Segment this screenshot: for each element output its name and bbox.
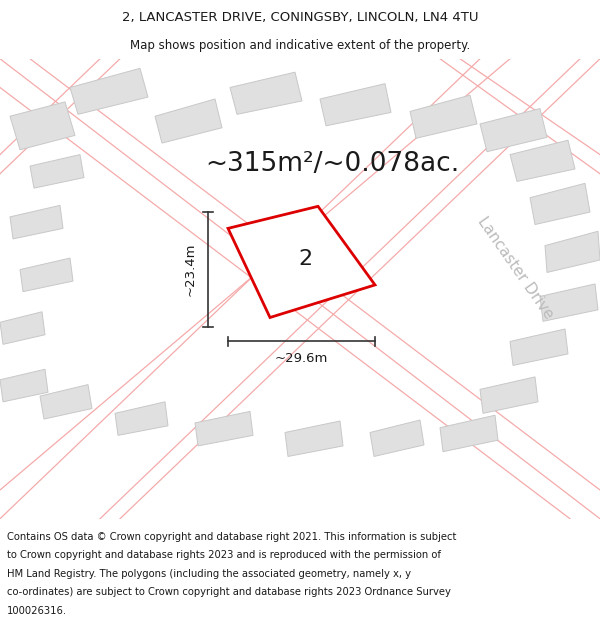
Text: Map shows position and indicative extent of the property.: Map shows position and indicative extent…: [130, 39, 470, 52]
Polygon shape: [0, 369, 48, 402]
Polygon shape: [30, 154, 84, 188]
Polygon shape: [540, 284, 598, 321]
Polygon shape: [285, 421, 343, 456]
Text: HM Land Registry. The polygons (including the associated geometry, namely x, y: HM Land Registry. The polygons (includin…: [7, 569, 411, 579]
Text: to Crown copyright and database rights 2023 and is reproduced with the permissio: to Crown copyright and database rights 2…: [7, 550, 441, 560]
Text: 2, LANCASTER DRIVE, CONINGSBY, LINCOLN, LN4 4TU: 2, LANCASTER DRIVE, CONINGSBY, LINCOLN, …: [122, 11, 478, 24]
Polygon shape: [480, 109, 547, 152]
Text: ~315m²/~0.078ac.: ~315m²/~0.078ac.: [205, 151, 459, 177]
Polygon shape: [510, 329, 568, 366]
Polygon shape: [228, 206, 375, 318]
Text: Contains OS data © Crown copyright and database right 2021. This information is : Contains OS data © Crown copyright and d…: [7, 531, 457, 541]
Polygon shape: [155, 99, 222, 143]
Polygon shape: [440, 415, 498, 452]
Text: 100026316.: 100026316.: [7, 606, 67, 616]
Polygon shape: [320, 84, 391, 126]
Polygon shape: [195, 411, 253, 446]
Polygon shape: [40, 384, 92, 419]
Polygon shape: [20, 258, 73, 292]
Text: co-ordinates) are subject to Crown copyright and database rights 2023 Ordnance S: co-ordinates) are subject to Crown copyr…: [7, 588, 451, 598]
Polygon shape: [410, 95, 477, 138]
Polygon shape: [0, 312, 45, 344]
Polygon shape: [510, 140, 575, 181]
Polygon shape: [545, 231, 600, 272]
Polygon shape: [530, 183, 590, 224]
Polygon shape: [230, 72, 302, 114]
Text: ~29.6m: ~29.6m: [275, 352, 328, 365]
Polygon shape: [10, 102, 75, 150]
Polygon shape: [480, 377, 538, 413]
Polygon shape: [70, 68, 148, 114]
Text: Lancaster Drive: Lancaster Drive: [474, 214, 556, 321]
Polygon shape: [370, 420, 424, 456]
Polygon shape: [10, 206, 63, 239]
Text: ~23.4m: ~23.4m: [184, 243, 197, 296]
Polygon shape: [115, 402, 168, 436]
Text: 2: 2: [299, 249, 313, 269]
